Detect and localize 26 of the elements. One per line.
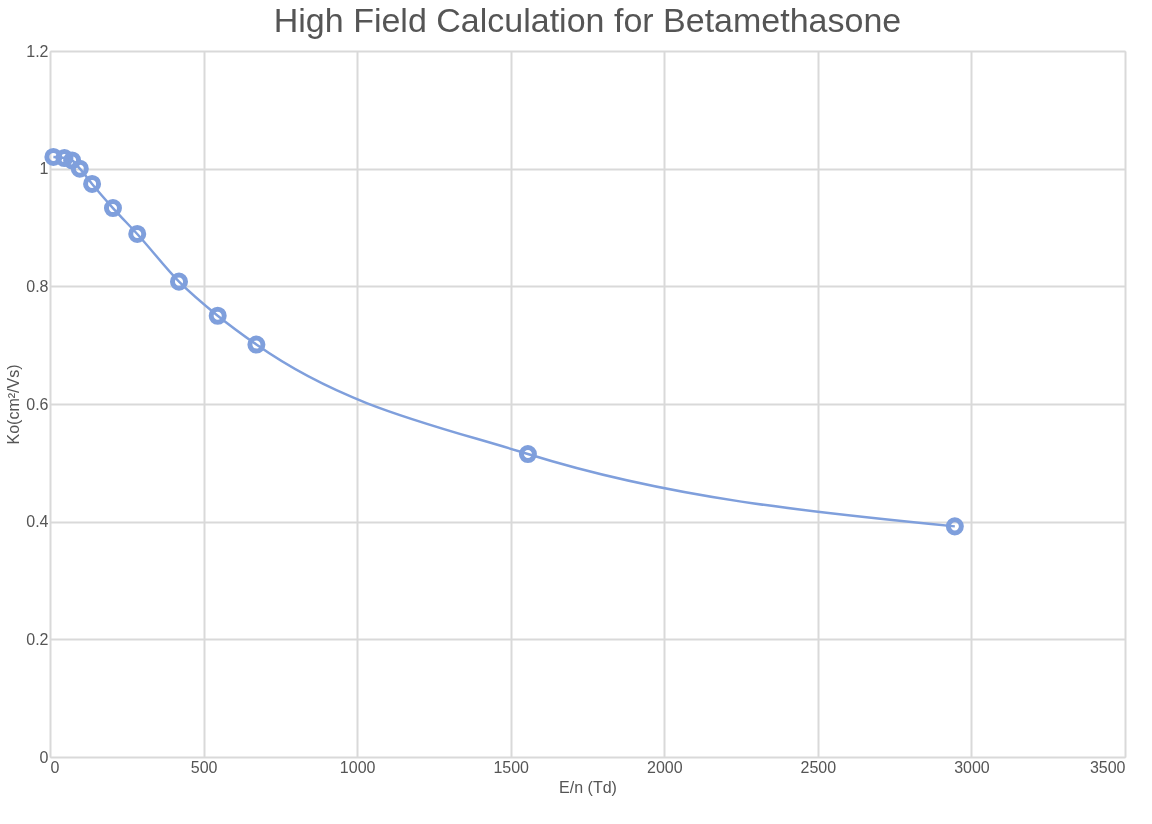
y-axis-title: Ko(cm²/Vs) bbox=[5, 364, 23, 445]
x-tick-label: 3000 bbox=[954, 758, 990, 776]
point bbox=[208, 306, 227, 325]
point bbox=[169, 272, 189, 291]
x-tick-label: 1000 bbox=[339, 758, 376, 776]
y-tick-label: 1 bbox=[39, 160, 49, 178]
point bbox=[128, 224, 147, 243]
point bbox=[70, 159, 89, 178]
point bbox=[103, 199, 122, 218]
point bbox=[518, 445, 537, 464]
chart-title: High Field Calculation for Betamethasone bbox=[273, 1, 902, 39]
x-tick-label: 3500 bbox=[1089, 758, 1126, 776]
y-tick-label: 0.6 bbox=[26, 395, 49, 413]
point bbox=[247, 335, 266, 354]
point bbox=[945, 517, 964, 536]
x-tick-label: 0 bbox=[50, 758, 60, 776]
y-tick-label: 0.2 bbox=[26, 630, 49, 648]
point bbox=[83, 174, 102, 193]
y-tick-label: 0.8 bbox=[26, 277, 49, 295]
x-tick-label: 500 bbox=[190, 758, 218, 776]
y-tick-label: 1.2 bbox=[26, 42, 49, 60]
y-tick-label: 0.4 bbox=[26, 513, 49, 531]
x-tick-label: 1500 bbox=[493, 758, 530, 776]
x-tick-label: 2000 bbox=[646, 758, 683, 776]
x-tick-label: 2500 bbox=[800, 758, 837, 776]
x-axis-title: E/n (Td) bbox=[559, 778, 617, 796]
